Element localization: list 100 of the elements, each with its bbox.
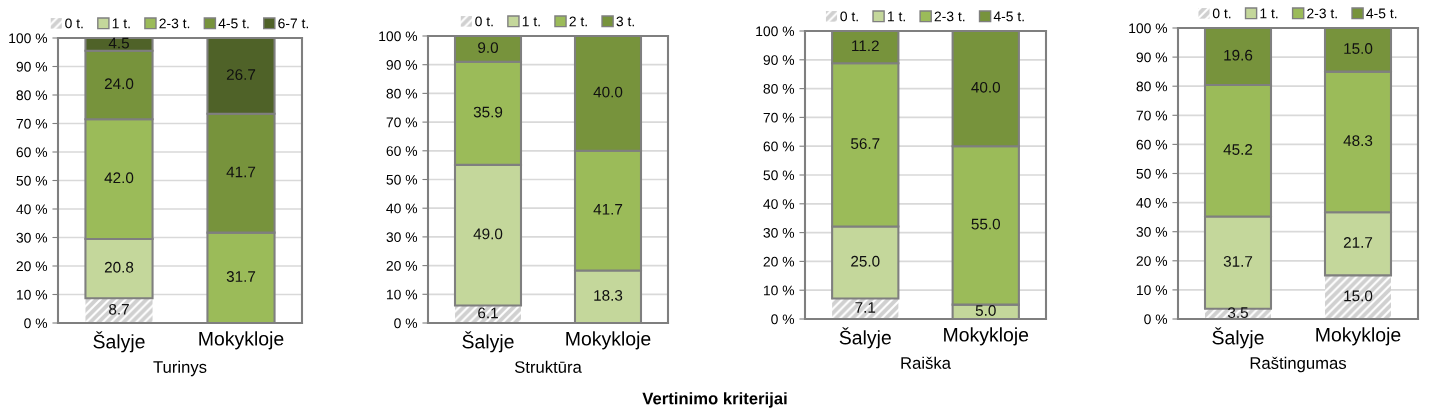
legend-label: 1 t. (887, 11, 905, 22)
y-tick-label: 0 % (394, 318, 418, 329)
y-tick-label: 100 % (756, 26, 795, 37)
y-tick-label: 20 % (16, 261, 48, 272)
y-tick-label: 80 % (16, 90, 48, 101)
data-label: 18.3 (594, 290, 623, 301)
data-label: 9.0 (478, 42, 499, 54)
x-tick-label: Šalyje (839, 327, 891, 349)
legend-label: 1 t. (112, 18, 130, 29)
y-tick-label: 30 % (16, 232, 48, 243)
data-label: 40.0 (971, 81, 1001, 93)
y-tick-label: 50 % (1136, 168, 1168, 179)
legend-label: 2-3 t. (1307, 8, 1337, 19)
x-axis-title: Turinys (153, 360, 207, 377)
legend-label: 2-3 t. (934, 11, 965, 22)
y-tick-label: 90 % (16, 61, 48, 72)
y-tick-label: 40 % (1136, 197, 1168, 208)
y-tick-label: 60 % (386, 146, 418, 156)
x-tick-label: Mokykloje (199, 331, 284, 350)
data-label: 6.1 (478, 307, 498, 319)
y-tick-label: 40 % (16, 204, 48, 215)
legend-label: 1 t. (522, 16, 540, 27)
data-label: 56.7 (851, 138, 880, 150)
data-label: 11.2 (852, 40, 879, 52)
x-axis-title: Raštingumas (1250, 356, 1347, 373)
data-label: 41.7 (593, 204, 623, 215)
y-tick-label: 0 % (771, 314, 795, 325)
y-tick-label: 10 % (1136, 285, 1168, 296)
data-label: 42.0 (104, 172, 134, 184)
data-label: 31.7 (1223, 255, 1253, 267)
y-tick-label: 90 % (763, 55, 795, 65)
y-tick-label: 10 % (763, 285, 795, 296)
y-tick-label: 10 % (16, 289, 48, 300)
data-label: 15.0 (1344, 43, 1373, 54)
y-tick-label: 80 % (763, 83, 795, 94)
y-tick-label: 20 % (1136, 256, 1168, 266)
data-label: 4.5 (108, 37, 129, 49)
data-label: 3.5 (1227, 307, 1248, 319)
y-tick-label: 70 % (1136, 110, 1168, 121)
y-tick-label: 90 % (1136, 52, 1168, 63)
y-tick-label: 60 % (763, 141, 795, 152)
y-tick-label: 80 % (1136, 81, 1168, 92)
y-tick-label: 0 % (1144, 314, 1168, 325)
y-tick-label: 70 % (763, 112, 795, 123)
y-tick-label: 90 % (386, 60, 418, 70)
y-tick-label: 60 % (16, 147, 48, 158)
legend-label: 3 t. (616, 16, 634, 27)
text: Vertinimo kriterijai (642, 392, 787, 408)
y-tick-label: 50 % (16, 175, 48, 186)
y-tick-label: 40 % (386, 203, 418, 214)
y-tick-label: 70 % (386, 117, 418, 128)
legend-label: 4-5 t. (1366, 8, 1397, 19)
y-tick-label: 50 % (386, 174, 418, 185)
y-tick-label: 60 % (1136, 139, 1168, 150)
data-label: 26.7 (226, 69, 256, 81)
legend-label: 0 t. (1212, 8, 1231, 19)
bar (85, 298, 153, 323)
y-tick-label: 80 % (386, 88, 418, 99)
data-label: 55.0 (971, 218, 1001, 230)
x-tick-label: Mokykloje (566, 331, 651, 350)
y-tick-label: 30 % (386, 232, 418, 243)
data-label: 31.7 (226, 271, 256, 282)
data-label: 45.2 (1223, 144, 1253, 155)
y-tick-label: 20 % (763, 256, 795, 267)
data-label: 20.8 (104, 261, 134, 273)
y-tick-label: 100 % (9, 33, 48, 44)
y-tick-label: 30 % (1136, 227, 1168, 237)
data-label: 25.0 (851, 255, 880, 267)
data-label: 49.0 (473, 228, 503, 240)
x-tick-label: Mokykloje (944, 327, 1029, 346)
data-label: 24.0 (104, 78, 134, 90)
x-tick-label: Šalyje (1212, 327, 1264, 349)
legend-label: 4-5 t. (993, 11, 1024, 22)
y-tick-label: 0 % (24, 318, 48, 329)
legend-label: 4-5 t. (218, 18, 249, 29)
y-tick-label: 40 % (763, 199, 795, 209)
y-tick-label: 20 % (386, 260, 418, 271)
data-label: 41.7 (226, 166, 256, 178)
x-tick-label: Šalyje (93, 331, 145, 353)
data-label: 15.0 (1344, 290, 1373, 302)
x-axis-title: Raiška (901, 356, 951, 369)
legend-label: 0 t. (475, 16, 493, 27)
legend-label: 1 t. (1260, 8, 1278, 19)
legend-label: 2 t. (569, 16, 587, 27)
data-label: 21.7 (1343, 237, 1373, 248)
data-label: 8.7 (109, 303, 129, 315)
y-tick-label: 10 % (386, 289, 418, 300)
y-tick-label: 70 % (16, 118, 48, 129)
legend-label: 0 t. (65, 18, 83, 29)
y-tick-label: 50 % (763, 170, 795, 181)
x-axis-title: Struktūra (514, 360, 582, 373)
y-tick-label: 30 % (763, 227, 795, 238)
y-tick-label: 100 % (1129, 23, 1168, 34)
data-label: 19.6 (1224, 49, 1253, 61)
legend-label: 2-3 t. (159, 18, 190, 29)
legend-label: 6-7 t. (278, 18, 309, 29)
data-label: 48.3 (1343, 135, 1373, 147)
x-tick-label: Šalyje (462, 331, 514, 353)
data-label: 5.0 (975, 305, 996, 316)
bar (1325, 275, 1391, 319)
